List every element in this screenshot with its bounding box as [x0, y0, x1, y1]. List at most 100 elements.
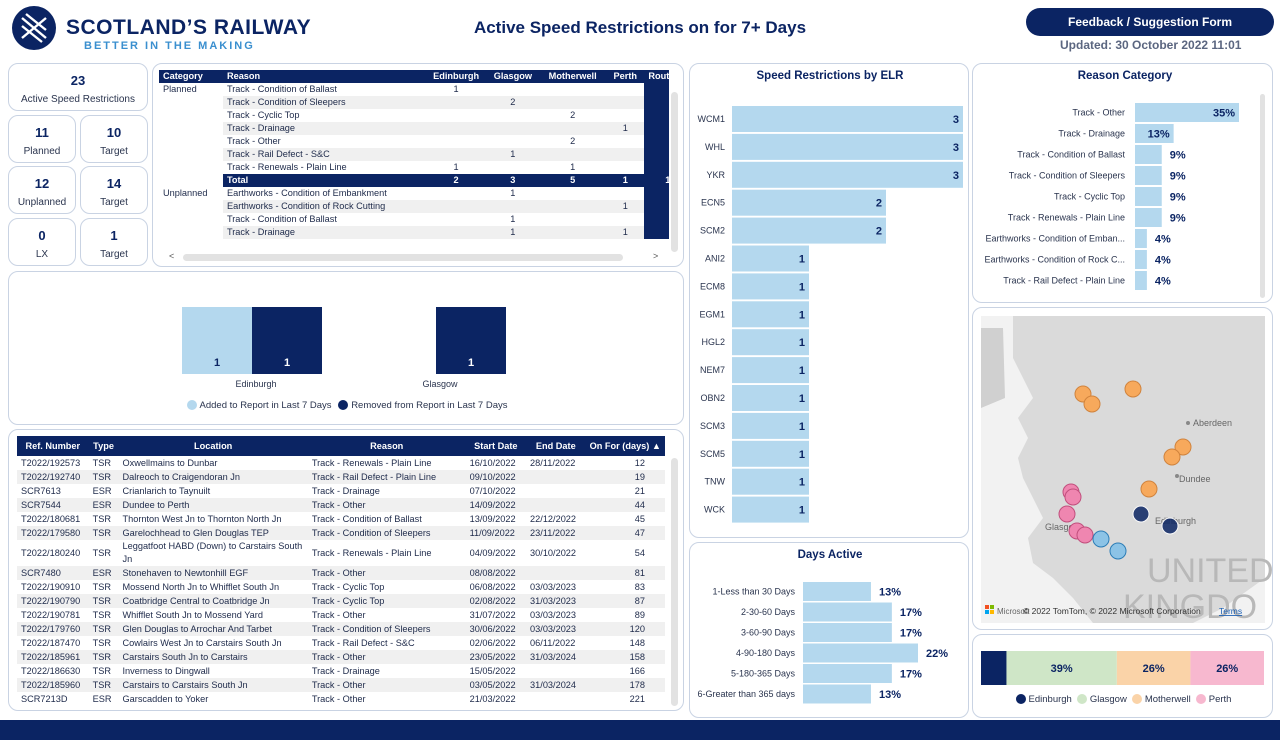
map-marker[interactable] [1076, 526, 1094, 544]
reason-scrollbar[interactable] [1260, 94, 1265, 298]
bar[interactable] [732, 440, 809, 467]
bar[interactable] [803, 643, 918, 663]
bar[interactable] [732, 189, 886, 216]
table-row[interactable]: SCR7544 ESR Dundee to Perth Track - Other 14… [17, 498, 665, 512]
restrictions-header-cell[interactable]: Location [118, 436, 308, 456]
glasgow-markers[interactable] [1058, 483, 1127, 560]
bar[interactable] [732, 273, 809, 300]
map-marker[interactable] [1163, 448, 1181, 466]
table-row[interactable]: T2022/179760 TSR Glen Douglas to Arrochar … [17, 622, 665, 636]
edinburgh-markers[interactable] [1132, 505, 1179, 535]
scroll-right-icon[interactable]: > [653, 251, 659, 261]
map-terms-link[interactable]: Terms [1219, 606, 1242, 616]
map-marker[interactable] [1124, 380, 1142, 398]
matrix-header-cell[interactable]: Perth [606, 70, 644, 83]
table-row[interactable]: SCR7480 ESR Stonehaven to Newtonhill EGF Tr… [17, 566, 665, 580]
added-bar[interactable] [182, 307, 252, 374]
map-marker[interactable] [1083, 395, 1101, 413]
restrictions-header-cell[interactable]: Start Date [465, 436, 527, 456]
matrix-header-cell[interactable]: Reason [222, 70, 426, 83]
bar[interactable] [1135, 124, 1174, 143]
table-row[interactable]: SCR7213D ESR Garscadden to Yoker Track - Ot… [17, 692, 665, 706]
bar[interactable] [732, 161, 963, 188]
matrix-header-cell[interactable]: Edinburgh [425, 70, 488, 83]
table-row[interactable]: T2022/180240 TSR Leggatfoot HABD (Down) to… [17, 540, 665, 566]
table-row[interactable]: T2022/185960 TSR Carstairs to Carstairs So… [17, 678, 665, 692]
bar[interactable] [803, 602, 892, 622]
table-row[interactable]: T2022/187470 TSR Cowlairs West Jn to Carst… [17, 636, 665, 650]
data-label: 26% [1216, 663, 1238, 675]
bar[interactable] [732, 329, 809, 356]
removed-bar[interactable] [436, 307, 506, 374]
table-row[interactable]: T2022/192573 TSR Oxwellmains to Dunbar Trac… [17, 456, 665, 470]
scotland-map[interactable]: Aberdeen Dundee Edinburgh Glasgow [973, 308, 1273, 630]
bar[interactable] [1135, 250, 1147, 269]
stacked-segment[interactable] [1006, 651, 1117, 685]
matrix-vertical-scrollbar[interactable] [671, 92, 678, 252]
bar[interactable] [1135, 166, 1162, 185]
restrictions-cell: 178 [629, 679, 645, 690]
map-marker[interactable] [1058, 505, 1076, 523]
bar[interactable] [732, 357, 809, 384]
table-row[interactable]: T2022/185961 TSR Carstairs South Jn to Car… [17, 650, 665, 664]
table-row[interactable]: SCR7613 ESR Crianlarich to Taynuilt Track -… [17, 484, 665, 498]
bar[interactable] [803, 623, 892, 642]
restrictions-header-cell[interactable]: Type [88, 436, 119, 456]
table-row[interactable]: T2022/179580 TSR Garelochhead to Glen Doug… [17, 526, 665, 540]
map-marker[interactable] [1161, 517, 1179, 535]
bar[interactable] [732, 106, 963, 132]
bar[interactable] [1135, 208, 1162, 227]
bar[interactable] [732, 217, 886, 244]
matrix-header-cell[interactable]: Motherwell [538, 70, 607, 83]
scroll-left-icon[interactable]: < [169, 251, 175, 261]
bar[interactable] [732, 245, 809, 272]
map-marker[interactable] [1064, 488, 1082, 506]
table-row[interactable]: T2022/190910 TSR Mossend North Jn to Whiff… [17, 580, 665, 594]
map-marker[interactable] [1140, 480, 1158, 498]
matrix-header-cell[interactable]: Category [159, 70, 223, 83]
restrictions-header-cell[interactable]: Ref. Number [17, 436, 89, 456]
matrix-category-cell [159, 174, 223, 187]
matrix-header-cell[interactable]: Route [643, 70, 669, 83]
bar[interactable] [732, 468, 809, 495]
table-row[interactable]: T2022/186630 TSR Inverness to Dingwall Trac… [17, 664, 665, 678]
stacked-segment[interactable] [981, 651, 1007, 685]
restrictions-header-cell[interactable]: On For (days) ▲ [585, 436, 665, 456]
removed-bar[interactable] [252, 307, 322, 374]
table-row[interactable]: T2022/180681 TSR Thornton West Jn to Thorn… [17, 512, 665, 526]
motherwell-markers[interactable] [1074, 380, 1192, 498]
restrictions-header-cell[interactable]: Reason [307, 436, 466, 456]
feedback-button[interactable]: Feedback / Suggestion Form [1026, 8, 1274, 36]
matrix-horizontal-scrollbar[interactable] [183, 254, 623, 261]
bar[interactable] [1135, 145, 1162, 164]
data-label: 39% [1051, 663, 1073, 675]
restrictions-viewport[interactable]: Ref. Number Type Location Reason Start Date E… [17, 436, 673, 708]
stacked-segment[interactable] [1116, 651, 1191, 685]
bar[interactable] [803, 684, 871, 704]
matrix-header-cell[interactable]: Glasgow [487, 70, 539, 83]
bar[interactable] [1135, 187, 1162, 206]
bar[interactable] [732, 412, 809, 439]
bar[interactable] [732, 133, 963, 160]
bar[interactable] [1135, 271, 1147, 290]
bar[interactable] [732, 496, 809, 523]
category-matrix-viewport[interactable]: Category Reason Edinburgh Glasgow Motherwell… [159, 70, 669, 254]
map-marker[interactable] [1132, 505, 1150, 523]
bar[interactable] [803, 664, 892, 683]
stacked-segment[interactable] [1190, 651, 1264, 685]
restrictions-header-cell[interactable]: End Date [526, 436, 586, 456]
table-row[interactable]: T2022/190781 TSR Whifflet South Jn to Moss… [17, 608, 665, 622]
bar[interactable] [1135, 229, 1147, 248]
restrictions-vertical-scrollbar[interactable] [671, 458, 678, 706]
bar[interactable] [803, 582, 871, 601]
map-marker[interactable] [1092, 530, 1110, 548]
data-label: 1 [799, 449, 805, 461]
map-marker[interactable] [1174, 438, 1192, 456]
map-marker[interactable] [1109, 542, 1127, 560]
bar[interactable] [732, 385, 809, 411]
matrix-row: Planned Track - Condition of Ballast 1 1 [159, 83, 669, 96]
bar[interactable] [1135, 103, 1239, 122]
table-row[interactable]: T2022/190790 TSR Coatbridge Central to Coa… [17, 594, 665, 608]
table-row[interactable]: T2022/192740 TSR Dalreoch to Craigendoran … [17, 470, 665, 484]
bar[interactable] [732, 301, 809, 328]
